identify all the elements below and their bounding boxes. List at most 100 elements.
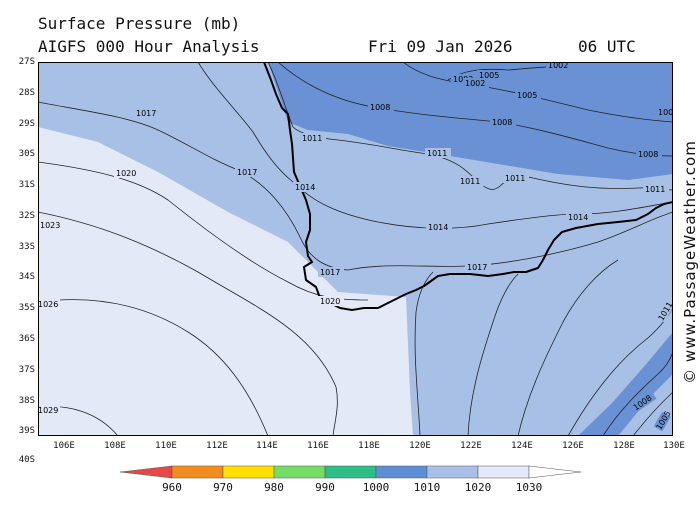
legend-value-label: 970	[213, 481, 233, 494]
lat-tick-label: 35S	[18, 303, 35, 313]
australia-coastline	[263, 62, 673, 311]
isobar-1014-east	[517, 259, 619, 436]
isobar-label: 1011	[425, 148, 451, 158]
isobar-label: 1029	[38, 405, 60, 415]
isobar-1008-east	[602, 351, 673, 436]
svg-text:1014: 1014	[428, 223, 448, 232]
legend-swatch	[119, 465, 173, 479]
svg-text:1017: 1017	[320, 268, 340, 277]
svg-text:1005: 1005	[479, 71, 499, 80]
svg-text:1017: 1017	[136, 109, 156, 118]
isobar-label: 1020	[318, 296, 344, 306]
pressure-map: 1002 1002 1005 1002 1005 1008 1008 1008 …	[38, 62, 673, 436]
lon-tick-label: 118E	[358, 441, 380, 451]
lon-tick-label: 124E	[511, 441, 533, 451]
lon-tick-label: 112E	[206, 441, 228, 451]
legend-swatch	[171, 465, 224, 479]
svg-text:1029: 1029	[38, 406, 58, 415]
legend-swatch	[528, 465, 582, 479]
isobar-1020	[38, 161, 369, 301]
isobar-label: 1011	[503, 173, 529, 183]
legend-value-label: 1020	[464, 481, 492, 494]
svg-text:1002: 1002	[548, 62, 568, 70]
lon-tick-label: 130E	[663, 441, 685, 451]
svg-text:1008: 1008	[658, 108, 673, 117]
lat-tick-label: 30S	[18, 149, 35, 159]
legend-value-label: 990	[315, 481, 335, 494]
svg-text:1014: 1014	[568, 213, 588, 222]
isobar-label: 1008	[368, 102, 394, 112]
isobar-label: 1017	[465, 262, 491, 272]
map-title: Surface Pressure (mb)	[38, 14, 241, 33]
lat-tick-label: 34S	[18, 272, 35, 282]
model-subtitle: AIGFS 000 Hour Analysis	[38, 37, 260, 56]
isobar-label: 1014	[293, 182, 319, 192]
svg-text:1011: 1011	[505, 174, 525, 183]
lat-tick-label: 38S	[18, 396, 35, 406]
lat-tick-label: 29S	[18, 119, 35, 129]
isobar-label: 1005	[515, 90, 541, 100]
svg-text:1020: 1020	[320, 297, 340, 306]
isobar-label: 1011	[458, 176, 484, 186]
svg-text:1011: 1011	[427, 149, 447, 158]
legend-value-label: 960	[162, 481, 182, 494]
legend-value-label: 980	[264, 481, 284, 494]
lon-tick-label: 126E	[562, 441, 584, 451]
svg-text:1011: 1011	[302, 134, 322, 143]
svg-text:1017: 1017	[467, 263, 487, 272]
lon-tick-label: 122E	[460, 441, 482, 451]
lon-tick-label: 114E	[256, 441, 278, 451]
color-legend	[119, 465, 582, 479]
isobar-label: 1020	[114, 168, 140, 178]
isobar-1023	[38, 211, 338, 436]
svg-text:1011: 1011	[460, 177, 480, 186]
isobar-label: 1023	[38, 220, 64, 230]
lon-tick-label: 108E	[104, 441, 126, 451]
svg-text:1011: 1011	[645, 185, 665, 194]
isobar-1005-east	[632, 391, 673, 436]
legend-swatch	[375, 465, 428, 479]
lon-tick-label: 110E	[155, 441, 177, 451]
svg-text:1008: 1008	[370, 103, 390, 112]
isobar-label: 1002	[546, 62, 572, 70]
isobar-label: 1008	[656, 107, 673, 117]
isobar-label: 1026	[38, 299, 60, 309]
isobar-label: 1014	[426, 222, 452, 232]
isobar-label: 1017	[235, 167, 261, 177]
lat-tick-label: 31S	[18, 180, 35, 190]
legend-swatch	[324, 465, 377, 479]
isobar-label: 1017	[134, 108, 160, 118]
svg-text:1026: 1026	[38, 300, 58, 309]
svg-text:1020: 1020	[116, 169, 136, 178]
svg-text:1008: 1008	[492, 118, 512, 127]
svg-text:1002: 1002	[465, 79, 485, 88]
svg-text:1023: 1023	[40, 221, 60, 230]
legend-swatch	[273, 465, 326, 479]
legend-swatch	[477, 465, 530, 479]
isobar-label: 1008	[490, 117, 516, 127]
lat-tick-label: 36S	[18, 334, 35, 344]
svg-text:1005: 1005	[517, 91, 537, 100]
legend-swatch	[426, 465, 479, 479]
map-frame	[38, 62, 673, 436]
lon-tick-label: 128E	[613, 441, 635, 451]
isobar-label: 1017	[318, 267, 344, 277]
isobar-label: 1002	[463, 78, 489, 88]
isobar-1026	[38, 299, 269, 436]
svg-text:1008: 1008	[638, 150, 658, 159]
lat-tick-label: 33S	[18, 242, 35, 252]
forecast-time: 06 UTC	[578, 37, 636, 56]
legend-value-label: 1010	[413, 481, 441, 494]
lon-tick-label: 106E	[53, 441, 75, 451]
lat-tick-label: 27S	[18, 57, 35, 67]
lon-tick-label: 120E	[409, 441, 431, 451]
lon-tick-label: 116E	[307, 441, 329, 451]
isobar-1017-east	[467, 273, 519, 436]
lat-tick-label: 32S	[18, 211, 35, 221]
forecast-date: Fri 09 Jan 2026	[368, 37, 513, 56]
band-1000-1010	[268, 62, 673, 180]
lat-tick-label: 37S	[18, 365, 35, 375]
lat-tick-label: 40S	[18, 455, 35, 465]
isobar-label: 1014	[566, 212, 592, 222]
isobar-label: 1005	[477, 70, 503, 80]
